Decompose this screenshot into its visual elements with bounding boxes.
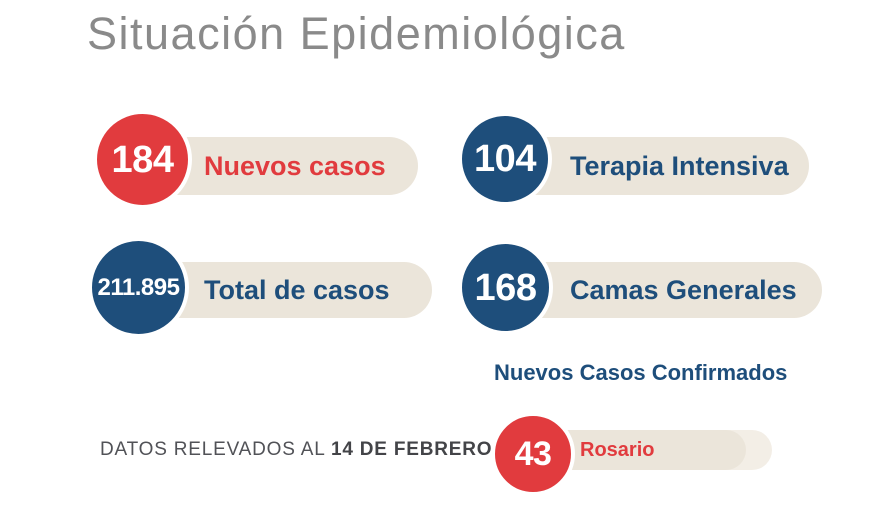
stat-value: 168 [474, 266, 537, 309]
data-date-prefix: DATOS RELEVADOS AL [100, 439, 331, 460]
stat-total-de-casos: Total de casos 211.895 [88, 237, 438, 341]
stat-value-circle: 184 [93, 110, 192, 209]
stat-nuevos-casos: Nuevos casos 184 [93, 110, 433, 210]
stat-camas-generales: Camas Generales 168 [458, 240, 833, 340]
stat-value-circle: 43 [491, 412, 575, 496]
data-date-note: DATOS RELEVADOS AL 14 DE FEBRERO [100, 439, 492, 461]
stat-value: 184 [111, 138, 174, 181]
stat-value-circle: 168 [458, 240, 553, 335]
stat-pill: Camas Generales [508, 262, 822, 318]
stat-label: Total de casos [204, 274, 390, 305]
stat-rosario: Rosario 43 [491, 412, 781, 498]
stat-label: Rosario [580, 439, 655, 461]
page-title: Situación Epidemiológica [87, 8, 626, 59]
stat-label: Camas Generales [570, 274, 797, 305]
confirmed-cases-heading: Nuevos Casos Confirmados [494, 360, 788, 385]
stat-value: 104 [474, 138, 536, 180]
stat-value: 211.895 [97, 273, 180, 301]
stat-pill: Terapia Intensiva [508, 137, 809, 195]
stat-value: 43 [514, 435, 552, 473]
stat-label: Terapia Intensiva [570, 150, 789, 181]
stat-label: Nuevos casos [204, 150, 386, 181]
stat-terapia-intensiva: Terapia Intensiva 104 [458, 112, 818, 212]
stat-value-circle: 104 [458, 112, 552, 206]
stat-value-circle: 211.895 [88, 237, 189, 338]
data-date-value: 14 DE FEBRERO [330, 439, 493, 460]
